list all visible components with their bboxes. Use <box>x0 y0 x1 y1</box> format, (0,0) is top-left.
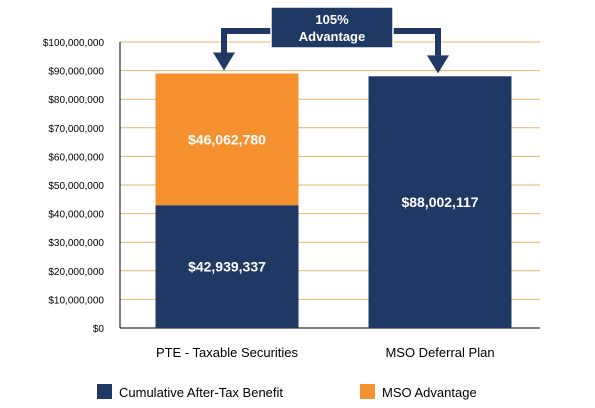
callout-box <box>270 6 394 49</box>
bar-segment <box>155 73 299 206</box>
bar-segment <box>368 76 512 329</box>
y-axis: $0 $10,000,000 $20,000,000 $30,000,000 $40,0… <box>43 38 540 335</box>
y-tick-label: $30,000,000 <box>48 238 104 249</box>
y-tick-label: $40,000,000 <box>48 210 104 221</box>
callout-line1: 105% <box>315 12 349 27</box>
y-tick-label: $60,000,000 <box>48 152 104 163</box>
y-tick-label: $20,000,000 <box>48 267 104 278</box>
callout-line2: Advantage <box>299 29 365 44</box>
arrowhead-right <box>427 55 449 74</box>
y-tick-label: $70,000,000 <box>48 124 104 135</box>
data-label: $42,939,337 <box>188 259 266 275</box>
y-tick-label: $50,000,000 <box>48 181 104 192</box>
bars: $42,939,337 $46,062,780 $88,002,117 <box>155 73 512 329</box>
y-tick-label: $100,000,000 <box>43 38 105 49</box>
legend-swatch <box>97 384 112 399</box>
y-tick-label: $10,000,000 <box>48 295 104 306</box>
y-tick-label: $0 <box>93 324 105 335</box>
advantage-callout: 105% Advantage <box>213 6 449 74</box>
y-tick-label: $90,000,000 <box>48 67 104 78</box>
data-label: $46,062,780 <box>188 131 266 147</box>
callout-arrows <box>221 28 441 56</box>
legend-label: Cumulative After-Tax Benefit <box>119 385 283 400</box>
arrowhead-left <box>213 52 235 71</box>
legend: Cumulative After-Tax Benefit MSO Advantag… <box>97 384 477 400</box>
x-tick-label: MSO Deferral Plan <box>385 345 494 360</box>
legend-label: MSO Advantage <box>382 385 477 400</box>
bar-segment <box>155 205 299 328</box>
data-label: $88,002,117 <box>401 194 478 210</box>
legend-swatch <box>360 384 375 399</box>
x-axis: PTE - Taxable Securities MSO Deferral Pla… <box>156 345 495 360</box>
y-tick-label: $80,000,000 <box>48 95 104 106</box>
x-tick-label: PTE - Taxable Securities <box>156 345 299 360</box>
